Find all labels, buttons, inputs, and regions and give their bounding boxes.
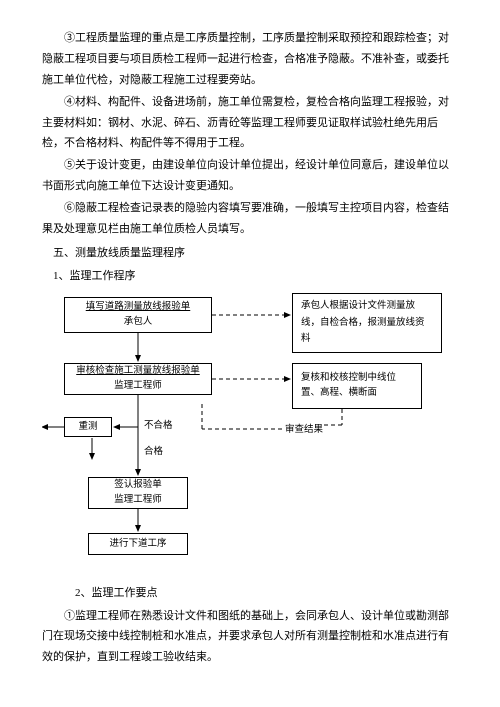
paragraph-3: ③工程质量监理的重点是工序质量控制，工序质量控制采取预控和跟踪检查；对隐蔽工程项… bbox=[42, 28, 458, 91]
flow-box-right1: 承包人根据设计文件测量放线，自检合格，报测量放线资料 bbox=[292, 293, 442, 353]
box1-line1: 填写道路测量放线报验单 bbox=[86, 300, 191, 314]
subsection-1-title: 1、监理工作程序 bbox=[42, 266, 458, 287]
flow-box-fill-form: 填写道路测量放线报验单 承包人 bbox=[64, 297, 212, 333]
box4-line2: 监理工程师 bbox=[114, 493, 162, 507]
paragraph-6: ⑥隐蔽工程检查记录表的隐验内容填写要准确，一般填写主控项目内容，检查结果及处理意… bbox=[42, 198, 458, 240]
section-5-title: 五、测量放线质量监理程序 bbox=[42, 243, 458, 264]
flow-box-next: 进行下道工序 bbox=[88, 533, 188, 555]
box1-line2: 承包人 bbox=[124, 315, 153, 329]
boxR1-text: 承包人根据设计文件测量放线，自检合格，报测量放线资料 bbox=[301, 298, 433, 346]
label-result: 审查结果 bbox=[285, 421, 323, 439]
box2-line1: 审核检查施工测量放线报验单 bbox=[76, 364, 200, 378]
flowchart: 填写道路测量放线报验单 承包人 审核检查施工测量放线报验单 监理工程师 重测 不… bbox=[42, 291, 458, 581]
label-fail: 不合格 bbox=[144, 417, 173, 435]
box2-line2: 监理工程师 bbox=[114, 379, 162, 393]
label-pass: 合格 bbox=[144, 443, 163, 461]
flow-box-sign: 签认报验单 监理工程师 bbox=[88, 477, 188, 509]
paragraph-4: ④材料、构配件、设备进场前，施工单位需复检，复检合格向监理工程报验，对主要材料如… bbox=[42, 92, 458, 155]
flow-box-remeasure: 重测 bbox=[64, 417, 112, 437]
subsection-2-title: 2、监理工作要点 bbox=[42, 583, 458, 604]
boxR2-text: 复核和校核控制中线位置、高程、横断面 bbox=[301, 371, 413, 401]
paragraph-5: ⑤关于设计变更，由建设单位向设计单位提出，经设计单位同意后，建设单位以书面形式向… bbox=[42, 155, 458, 197]
flow-box-right2: 复核和校核控制中线位置、高程、横断面 bbox=[292, 363, 422, 409]
flow-box-review: 审核检查施工测量放线报验单 监理工程师 bbox=[64, 363, 212, 395]
box3-text: 重测 bbox=[78, 420, 97, 434]
box5-text: 进行下道工序 bbox=[109, 537, 166, 551]
footer-paragraph: ①监理工程师在熟悉设计文件和图纸的基础上，会同承包人、设计单位或勘测部门在现场交… bbox=[42, 606, 458, 669]
box4-line1: 签认报验单 bbox=[114, 478, 162, 492]
